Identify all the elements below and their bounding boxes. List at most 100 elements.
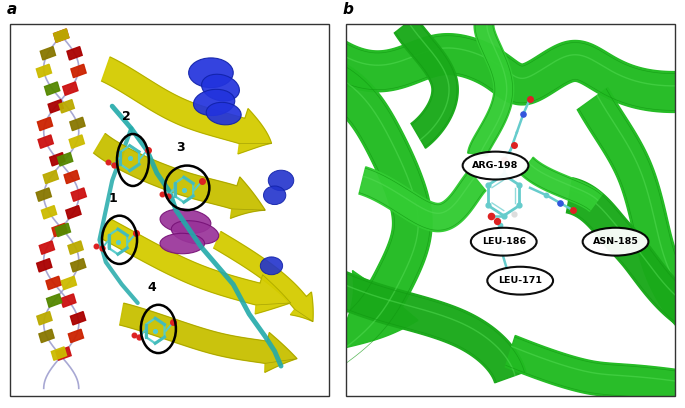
Text: 4: 4 — [148, 281, 156, 294]
Point — [492, 218, 503, 224]
Polygon shape — [577, 88, 685, 329]
Point — [554, 200, 565, 206]
Point — [508, 142, 519, 149]
Polygon shape — [468, 24, 514, 156]
Polygon shape — [67, 47, 82, 60]
Polygon shape — [36, 188, 51, 201]
Polygon shape — [38, 135, 53, 148]
Text: 3: 3 — [176, 142, 185, 154]
Polygon shape — [58, 153, 73, 166]
Polygon shape — [53, 29, 69, 42]
Point — [150, 328, 161, 334]
Polygon shape — [71, 259, 86, 272]
Point — [134, 334, 145, 341]
Point — [97, 245, 108, 252]
Point — [162, 193, 173, 200]
Polygon shape — [66, 206, 81, 219]
Polygon shape — [40, 47, 55, 60]
Polygon shape — [94, 133, 265, 218]
Point — [112, 238, 123, 245]
Polygon shape — [61, 294, 76, 307]
Polygon shape — [46, 276, 61, 290]
Text: LEU-171: LEU-171 — [498, 276, 543, 285]
Point — [483, 182, 494, 188]
Polygon shape — [68, 241, 84, 254]
Point — [485, 213, 496, 219]
Point — [514, 202, 525, 209]
Polygon shape — [53, 29, 69, 42]
Polygon shape — [56, 347, 71, 360]
Polygon shape — [566, 178, 685, 330]
Point — [142, 146, 153, 153]
Point — [130, 230, 141, 237]
Ellipse shape — [583, 228, 649, 255]
Polygon shape — [52, 223, 67, 237]
Ellipse shape — [462, 152, 528, 180]
Point — [495, 244, 506, 251]
Polygon shape — [120, 303, 297, 373]
Point — [498, 213, 509, 219]
Polygon shape — [521, 157, 602, 211]
Point — [541, 192, 552, 199]
Polygon shape — [214, 232, 313, 322]
Text: 2: 2 — [122, 110, 131, 123]
Point — [168, 319, 179, 326]
Polygon shape — [59, 100, 75, 113]
Polygon shape — [69, 135, 84, 148]
Point — [178, 186, 189, 193]
Polygon shape — [55, 223, 71, 237]
Polygon shape — [71, 64, 86, 78]
Polygon shape — [506, 335, 685, 405]
Text: a: a — [7, 2, 17, 17]
Point — [525, 95, 536, 102]
Ellipse shape — [269, 170, 294, 191]
Polygon shape — [395, 16, 458, 148]
Point — [495, 222, 506, 228]
Polygon shape — [61, 276, 77, 290]
Polygon shape — [64, 170, 79, 184]
Polygon shape — [323, 267, 526, 383]
Point — [197, 178, 208, 184]
Point — [554, 200, 565, 206]
Point — [508, 211, 519, 217]
Point — [567, 207, 578, 213]
Polygon shape — [37, 312, 52, 325]
Ellipse shape — [206, 102, 241, 125]
Point — [567, 207, 578, 213]
Ellipse shape — [160, 209, 211, 233]
Point — [483, 202, 494, 209]
Polygon shape — [70, 117, 85, 131]
Polygon shape — [43, 170, 58, 184]
Polygon shape — [71, 188, 86, 201]
Ellipse shape — [188, 58, 234, 88]
Ellipse shape — [264, 186, 286, 204]
Polygon shape — [71, 312, 86, 325]
Polygon shape — [322, 60, 432, 351]
Ellipse shape — [171, 221, 219, 244]
Ellipse shape — [160, 233, 205, 254]
Ellipse shape — [193, 89, 235, 115]
Polygon shape — [101, 57, 271, 154]
Point — [514, 182, 525, 188]
Point — [91, 243, 102, 249]
Point — [498, 172, 509, 178]
Ellipse shape — [201, 74, 240, 101]
Text: ASN-185: ASN-185 — [593, 237, 638, 246]
Point — [128, 332, 139, 338]
Text: LEU-186: LEU-186 — [482, 237, 526, 246]
Polygon shape — [48, 100, 64, 113]
Polygon shape — [321, 34, 685, 113]
Polygon shape — [45, 82, 60, 95]
Ellipse shape — [260, 257, 283, 275]
Polygon shape — [39, 241, 55, 254]
Text: b: b — [342, 2, 353, 17]
Point — [108, 162, 119, 168]
Point — [103, 159, 114, 166]
Polygon shape — [47, 294, 62, 307]
Polygon shape — [102, 219, 290, 314]
Polygon shape — [36, 259, 52, 272]
Point — [518, 110, 529, 117]
Polygon shape — [39, 329, 54, 343]
Polygon shape — [36, 64, 51, 78]
Text: ARG-198: ARG-198 — [473, 161, 519, 170]
